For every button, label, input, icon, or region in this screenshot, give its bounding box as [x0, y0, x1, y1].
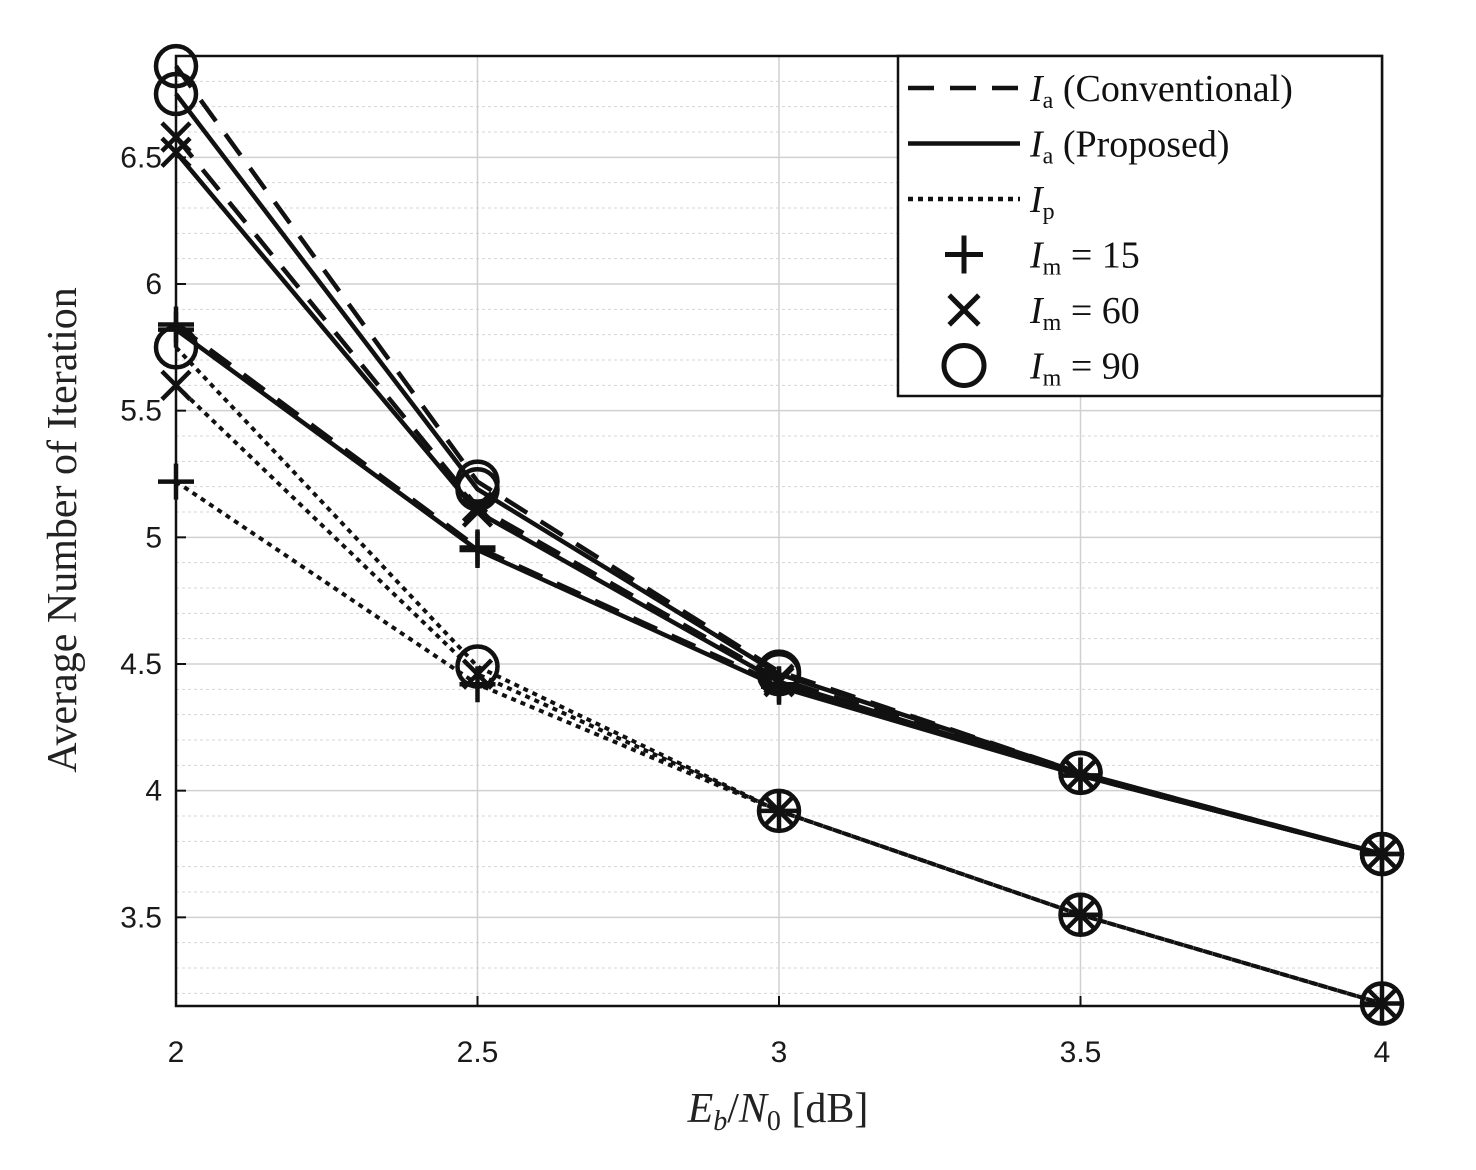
x-label-e: E: [687, 1086, 714, 1132]
x-tick-label: 4: [1374, 1036, 1391, 1069]
series-line: [174, 383, 1383, 1006]
y-tick-label: 6.5: [120, 141, 162, 174]
marker-circle: [756, 788, 802, 834]
legend-item-4: Im = 60: [947, 290, 1140, 336]
x-label-unit: [dB]: [781, 1086, 869, 1132]
marker-x-b: [1064, 899, 1097, 931]
x-axis-label: Eb/N0 [dB]: [687, 1086, 869, 1137]
legend-item-0: Ia (Conventional): [908, 68, 1293, 114]
legend-symbol: I: [1029, 179, 1045, 221]
legend-symbol: I: [1029, 346, 1045, 388]
legend-label: Ia (Proposed): [1029, 124, 1230, 170]
legend-item-5: Im = 90: [941, 343, 1140, 392]
legend-text: (Proposed): [1053, 124, 1229, 166]
legend-text: = 15: [1061, 235, 1139, 277]
x-label-n: N: [738, 1086, 769, 1132]
legend-text: = 90: [1061, 346, 1139, 388]
legend-symbol: I: [1029, 290, 1045, 332]
legend-text: (Conventional): [1053, 68, 1293, 110]
legend-subscript: a: [1043, 144, 1054, 170]
marker-circle: [941, 343, 987, 388]
y-axis-label: Average Number of Iteration: [40, 287, 86, 773]
y-tick-label: 4.5: [120, 648, 162, 681]
series-markers-5: [153, 71, 1405, 877]
legend-symbol: I: [1029, 124, 1045, 166]
legend-subscript: m: [1043, 310, 1062, 336]
series-7: [174, 383, 1383, 1006]
legend-subscript: p: [1043, 199, 1055, 225]
marker-circle: [1058, 892, 1103, 938]
y-tick-label: 6: [145, 268, 162, 301]
marker-circle: [455, 644, 500, 689]
legend-label: Ip: [1029, 179, 1055, 225]
y-tick-label: 4: [145, 775, 162, 808]
marker-x-b: [1064, 759, 1097, 792]
legend-item-1: Ia (Proposed): [908, 124, 1230, 170]
legend-label: Im = 90: [1029, 346, 1140, 392]
legend-label: Im = 15: [1029, 235, 1140, 281]
series-line: [174, 64, 1383, 857]
marker-x-b: [763, 795, 795, 827]
legend-item-2: Ip: [908, 179, 1055, 225]
x-label-e-sub: b: [713, 1106, 727, 1137]
x-tick-label: 3: [771, 1036, 788, 1069]
marker-circle: [455, 466, 500, 512]
legend-label: Ia (Conventional): [1029, 68, 1293, 114]
plot-frame: [174, 54, 1384, 1008]
series-1: [174, 135, 1383, 857]
legend-symbol: I: [1029, 235, 1045, 277]
x-label-slash: /: [727, 1086, 739, 1132]
series-line: [174, 135, 1383, 857]
series-2: [174, 64, 1383, 857]
marker-circle: [1058, 750, 1103, 796]
x-tick-label: 3.5: [1060, 1036, 1102, 1069]
marker-circle: [756, 651, 802, 697]
x-tick-label: 2: [168, 1036, 185, 1069]
legend-subscript: a: [1043, 88, 1054, 114]
y-tick-label: 5: [145, 521, 162, 554]
legend-symbol: I: [1029, 68, 1045, 110]
x-tick-label: 2.5: [457, 1036, 499, 1069]
legend-label: Im = 60: [1029, 290, 1140, 336]
y-tick-label: 5.5: [120, 395, 162, 428]
legend-text: = 60: [1061, 290, 1139, 332]
y-ticks: 3.5 4 4.5 5 5.5 6 6.5: [120, 141, 186, 934]
legend-subscript: m: [1043, 255, 1062, 281]
legend-item-3: Im = 15: [945, 235, 1140, 281]
legend-subscript: m: [1043, 366, 1062, 392]
legend-box: [896, 54, 1384, 398]
x-label-n-sub: 0: [767, 1106, 781, 1137]
marker-x-b: [947, 293, 981, 327]
marker-x-b: [461, 496, 494, 528]
y-tick-label: 3.5: [120, 901, 162, 934]
